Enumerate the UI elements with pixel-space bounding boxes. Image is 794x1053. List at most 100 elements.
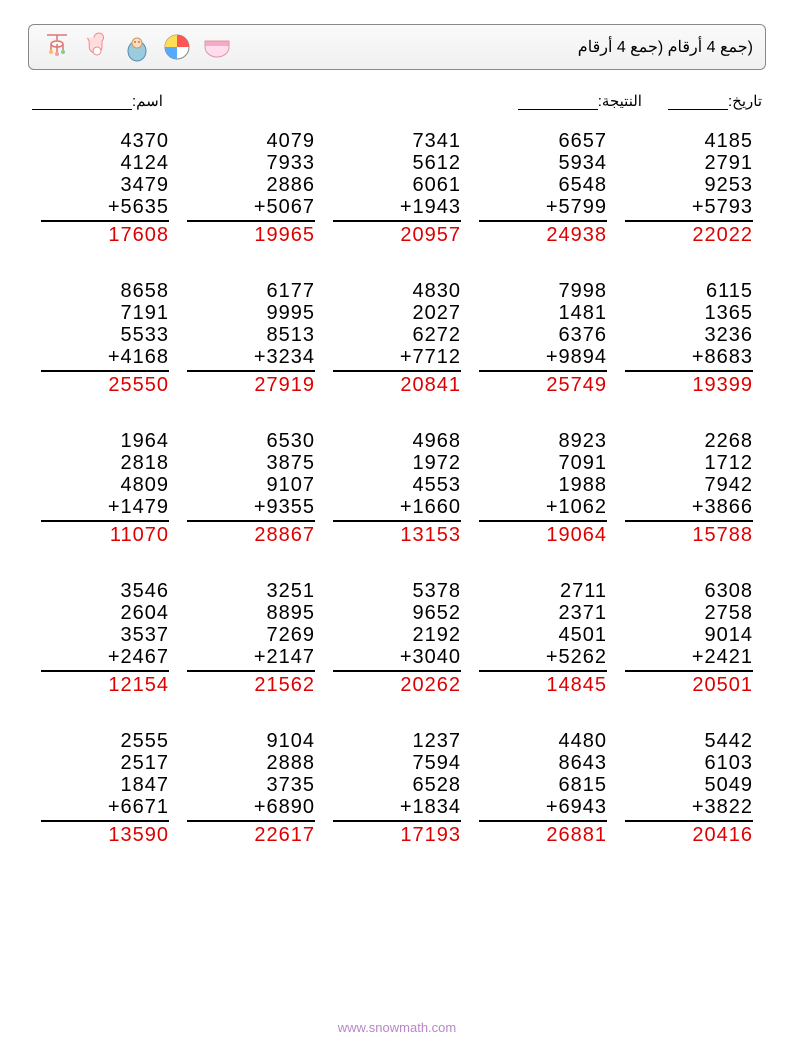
addition-problem: 734156126061+194320957: [333, 130, 461, 246]
addend: 8895: [187, 602, 315, 624]
addend: 7341: [333, 130, 461, 152]
addend: 3537: [41, 624, 169, 646]
sum-answer: 13590: [41, 822, 169, 846]
addition-problem: 354626043537+246712154: [41, 580, 169, 696]
meta-left: اسم:: [32, 92, 163, 110]
bib-icon: [81, 31, 113, 63]
addend: 6530: [187, 430, 315, 452]
addition-problem: 123775946528+183417193: [333, 730, 461, 846]
date-blank[interactable]: [668, 95, 728, 110]
addition-problem: 653038759107+935528867: [187, 430, 315, 546]
addend: 2888: [187, 752, 315, 774]
addend: 6548: [479, 174, 607, 196]
sum-answer: 20501: [625, 672, 753, 696]
sum-answer: 17608: [41, 222, 169, 246]
sum-answer: 11070: [41, 522, 169, 546]
mobile-icon: [41, 31, 73, 63]
addition-problem: 271123714501+526214845: [479, 580, 607, 696]
addend: 2371: [479, 602, 607, 624]
addend: 6177: [187, 280, 315, 302]
addend: 6376: [479, 324, 607, 346]
sum-answer: 20262: [333, 672, 461, 696]
addend-last: +5793: [625, 196, 753, 222]
addend: 8513: [187, 324, 315, 346]
addend: 1847: [41, 774, 169, 796]
sum-answer: 19965: [187, 222, 315, 246]
addend: 3546: [41, 580, 169, 602]
addition-problem: 255525171847+667113590: [41, 730, 169, 846]
addend: 4809: [41, 474, 169, 496]
footer-url: www.snowmath.com: [0, 1020, 794, 1035]
addend-last: +2467: [41, 646, 169, 672]
addend: 9652: [333, 602, 461, 624]
addend-last: +8683: [625, 346, 753, 372]
addend-last: +3040: [333, 646, 461, 672]
addend: 4501: [479, 624, 607, 646]
addition-problem: 226817127942+386615788: [625, 430, 753, 546]
addend: 8923: [479, 430, 607, 452]
addend: 6103: [625, 752, 753, 774]
addend-last: +1834: [333, 796, 461, 822]
addition-problem: 910428883735+689022617: [187, 730, 315, 846]
addend-last: +5799: [479, 196, 607, 222]
addend-last: +1062: [479, 496, 607, 522]
sum-answer: 25550: [41, 372, 169, 396]
addend: 7091: [479, 452, 607, 474]
addend: 3735: [187, 774, 315, 796]
addend: 1964: [41, 430, 169, 452]
addend: 7269: [187, 624, 315, 646]
addend: 4079: [187, 130, 315, 152]
addend-last: +6943: [479, 796, 607, 822]
addend: 5049: [625, 774, 753, 796]
addend: 4185: [625, 130, 753, 152]
addend: 3251: [187, 580, 315, 602]
baby-icon: [121, 31, 153, 63]
addend-last: +4168: [41, 346, 169, 372]
score-blank[interactable]: [518, 95, 598, 110]
meta-right: تاريخ: النتيجة:: [518, 92, 762, 110]
addend: 4830: [333, 280, 461, 302]
addition-problem: 865871915533+416825550: [41, 280, 169, 396]
addition-problem: 537896522192+304020262: [333, 580, 461, 696]
addition-problem: 407979332886+506719965: [187, 130, 315, 246]
sum-answer: 20957: [333, 222, 461, 246]
addend: 2027: [333, 302, 461, 324]
problems-grid: 437041243479+563517608407979332886+50671…: [28, 130, 766, 846]
addend: 2818: [41, 452, 169, 474]
addend: 5934: [479, 152, 607, 174]
addend: 6815: [479, 774, 607, 796]
addend-last: +7712: [333, 346, 461, 372]
addition-problem: 437041243479+563517608: [41, 130, 169, 246]
sum-answer: 19399: [625, 372, 753, 396]
addend: 1365: [625, 302, 753, 324]
sum-answer: 21562: [187, 672, 315, 696]
sum-answer: 28867: [187, 522, 315, 546]
sum-answer: 25749: [479, 372, 607, 396]
addend: 9995: [187, 302, 315, 324]
addend: 3875: [187, 452, 315, 474]
addend: 4968: [333, 430, 461, 452]
addend: 8643: [479, 752, 607, 774]
addend: 2192: [333, 624, 461, 646]
addition-problem: 418527919253+579322022: [625, 130, 753, 246]
addend: 5612: [333, 152, 461, 174]
addition-problem: 196428184809+147911070: [41, 430, 169, 546]
addition-problem: 630827589014+242120501: [625, 580, 753, 696]
worksheet-page: (جمع 4 أرقام (جمع 4 أرقام تاريخ: النتيجة…: [0, 0, 794, 1053]
header-bar: (جمع 4 أرقام (جمع 4 أرقام: [28, 24, 766, 70]
sum-answer: 24938: [479, 222, 607, 246]
addition-problem: 611513653236+868319399: [625, 280, 753, 396]
addend-last: +2421: [625, 646, 753, 672]
addend: 2758: [625, 602, 753, 624]
sum-answer: 12154: [41, 672, 169, 696]
sum-answer: 27919: [187, 372, 315, 396]
addend-last: +3866: [625, 496, 753, 522]
sum-answer: 20416: [625, 822, 753, 846]
addend: 7594: [333, 752, 461, 774]
addend: 6308: [625, 580, 753, 602]
addend: 4553: [333, 474, 461, 496]
addend-last: +5635: [41, 196, 169, 222]
name-blank[interactable]: [32, 95, 132, 110]
addend: 2711: [479, 580, 607, 602]
addition-problem: 799814816376+989425749: [479, 280, 607, 396]
